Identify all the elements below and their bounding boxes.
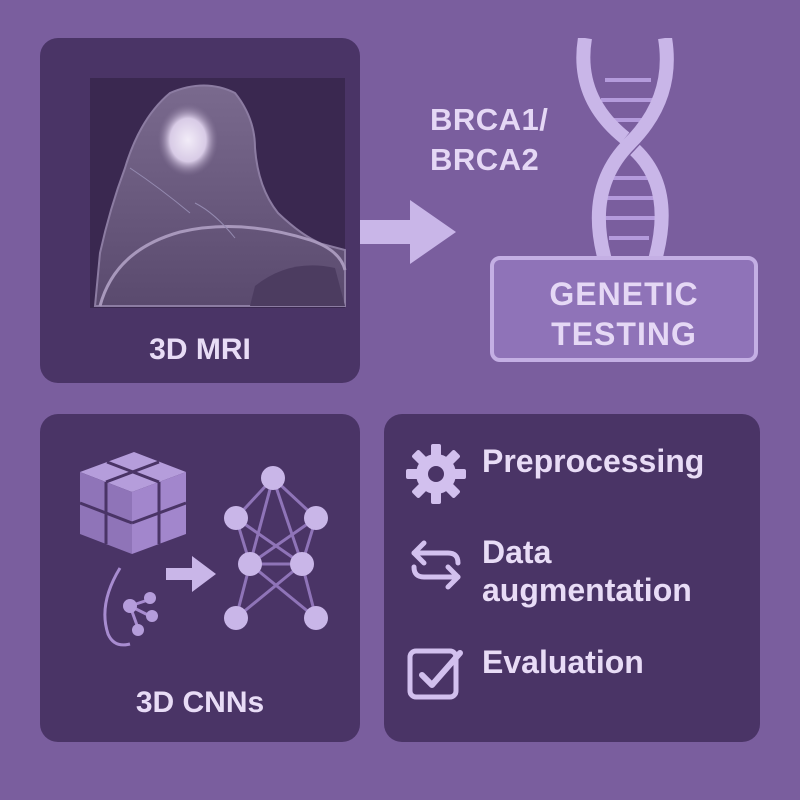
neural-network-icon (224, 466, 328, 630)
swap-arrows-icon (411, 540, 461, 590)
cnn-panel (40, 414, 360, 742)
mri-scan-image (90, 78, 347, 308)
step-label: Data augmentation (482, 534, 692, 608)
cnn-label: 3D CNNs (135, 686, 265, 719)
checkbox-icon (407, 648, 463, 700)
step-label: Preprocessing (482, 443, 705, 479)
gear-icon (406, 444, 466, 504)
dna-helix-icon (576, 38, 674, 260)
brca-gene-label: BRCA1/ BRCA2 (430, 100, 548, 180)
genetic-testing-box: GENETIC TESTING (490, 256, 758, 362)
voxel-cube-icon (79, 452, 187, 554)
mri-label: 3D MRI (149, 333, 251, 366)
step-evaluation: Evaluation (404, 643, 644, 707)
genetic-testing-line-1: GENETIC (549, 276, 699, 312)
arrow-right-icon (360, 200, 456, 264)
step-data-augmentation: Data augmentation (404, 533, 742, 609)
mri-panel (40, 38, 360, 383)
genetic-testing-line-2: TESTING (551, 316, 697, 352)
brain-network-icon (103, 567, 158, 647)
arrow-right-small-icon (166, 556, 216, 592)
step-label: Evaluation (482, 644, 644, 680)
brca-line-2: BRCA2 (430, 142, 540, 177)
step-preprocessing: Preprocessing (404, 442, 704, 506)
brca-line-1: BRCA1/ (430, 102, 549, 137)
